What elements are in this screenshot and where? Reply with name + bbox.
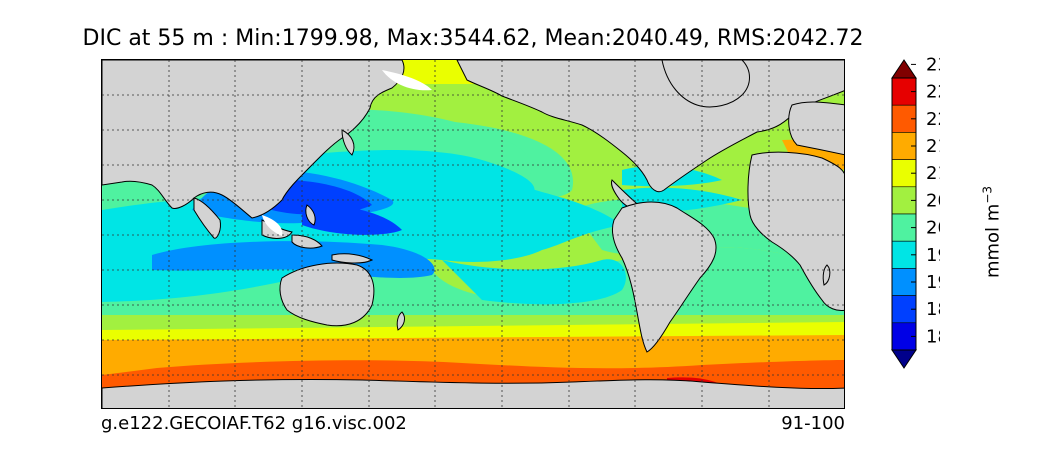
colorbar-tick-label: 2300	[926, 54, 940, 75]
case-label: g.e122.GECOIAF.T62 g16.visc.002	[101, 413, 407, 434]
colorbar-unit-label: mmol m−3	[980, 185, 1004, 279]
land-mask	[102, 60, 844, 408]
plot-title: DIC at 55 m : Min:1799.98, Max:3544.62, …	[82, 26, 864, 51]
lat-lon-grid	[102, 60, 844, 408]
landmass	[102, 378, 844, 408]
years-label: 91-100	[781, 413, 845, 434]
colorbar-tick-label: 1850	[926, 299, 940, 320]
landmass	[341, 129, 355, 156]
landmass	[788, 101, 844, 156]
colorbar-cell	[891, 295, 917, 324]
landmass	[305, 204, 316, 226]
colorbar-tick-label: 2100	[926, 163, 940, 184]
contour-band	[442, 259, 626, 305]
landmass	[291, 234, 323, 249]
map-panel	[101, 59, 845, 409]
colorbar-tick-label: 2050	[926, 190, 940, 211]
dic-map	[102, 60, 844, 408]
colorbar-tick-label: 1900	[926, 272, 940, 293]
colorbar-ticks: 1800 1850 1900 1950 2000 2050 2100 2150 2200 2250…	[911, 54, 940, 347]
colorbar-tick-label: 1800	[926, 326, 940, 347]
colorbar-frame	[891, 77, 917, 351]
colorbar-extend-max	[891, 59, 917, 79]
colorbar: 1800 1850 1900 1950 2000 2050 2100 2150 2200 2250…	[891, 54, 940, 369]
contour-band	[302, 200, 402, 235]
colorbar-tick-label: 2150	[926, 136, 940, 157]
landmass	[396, 311, 406, 331]
landmass	[102, 60, 405, 219]
landmass	[611, 201, 717, 353]
missing-data	[262, 215, 283, 236]
colorbar-cells	[891, 59, 917, 369]
colorbar-tick-labels: 1800 1850 1900 1950 2000 2050 2100 2150 2200 2250…	[911, 54, 940, 347]
landmass	[456, 60, 844, 193]
landmass	[331, 253, 374, 264]
landmass	[279, 262, 375, 327]
sea-ice-missing	[382, 70, 432, 91]
colorbar-extend-min	[891, 349, 917, 369]
landmass	[747, 151, 844, 311]
colorbar-tick-label: 2000	[926, 218, 940, 239]
contour-band	[267, 179, 372, 215]
colorbar-tick-label: 2250	[926, 82, 940, 103]
colorbar-tick-label: 2200	[926, 109, 940, 130]
colorbar-tick-label: 1950	[926, 245, 940, 266]
